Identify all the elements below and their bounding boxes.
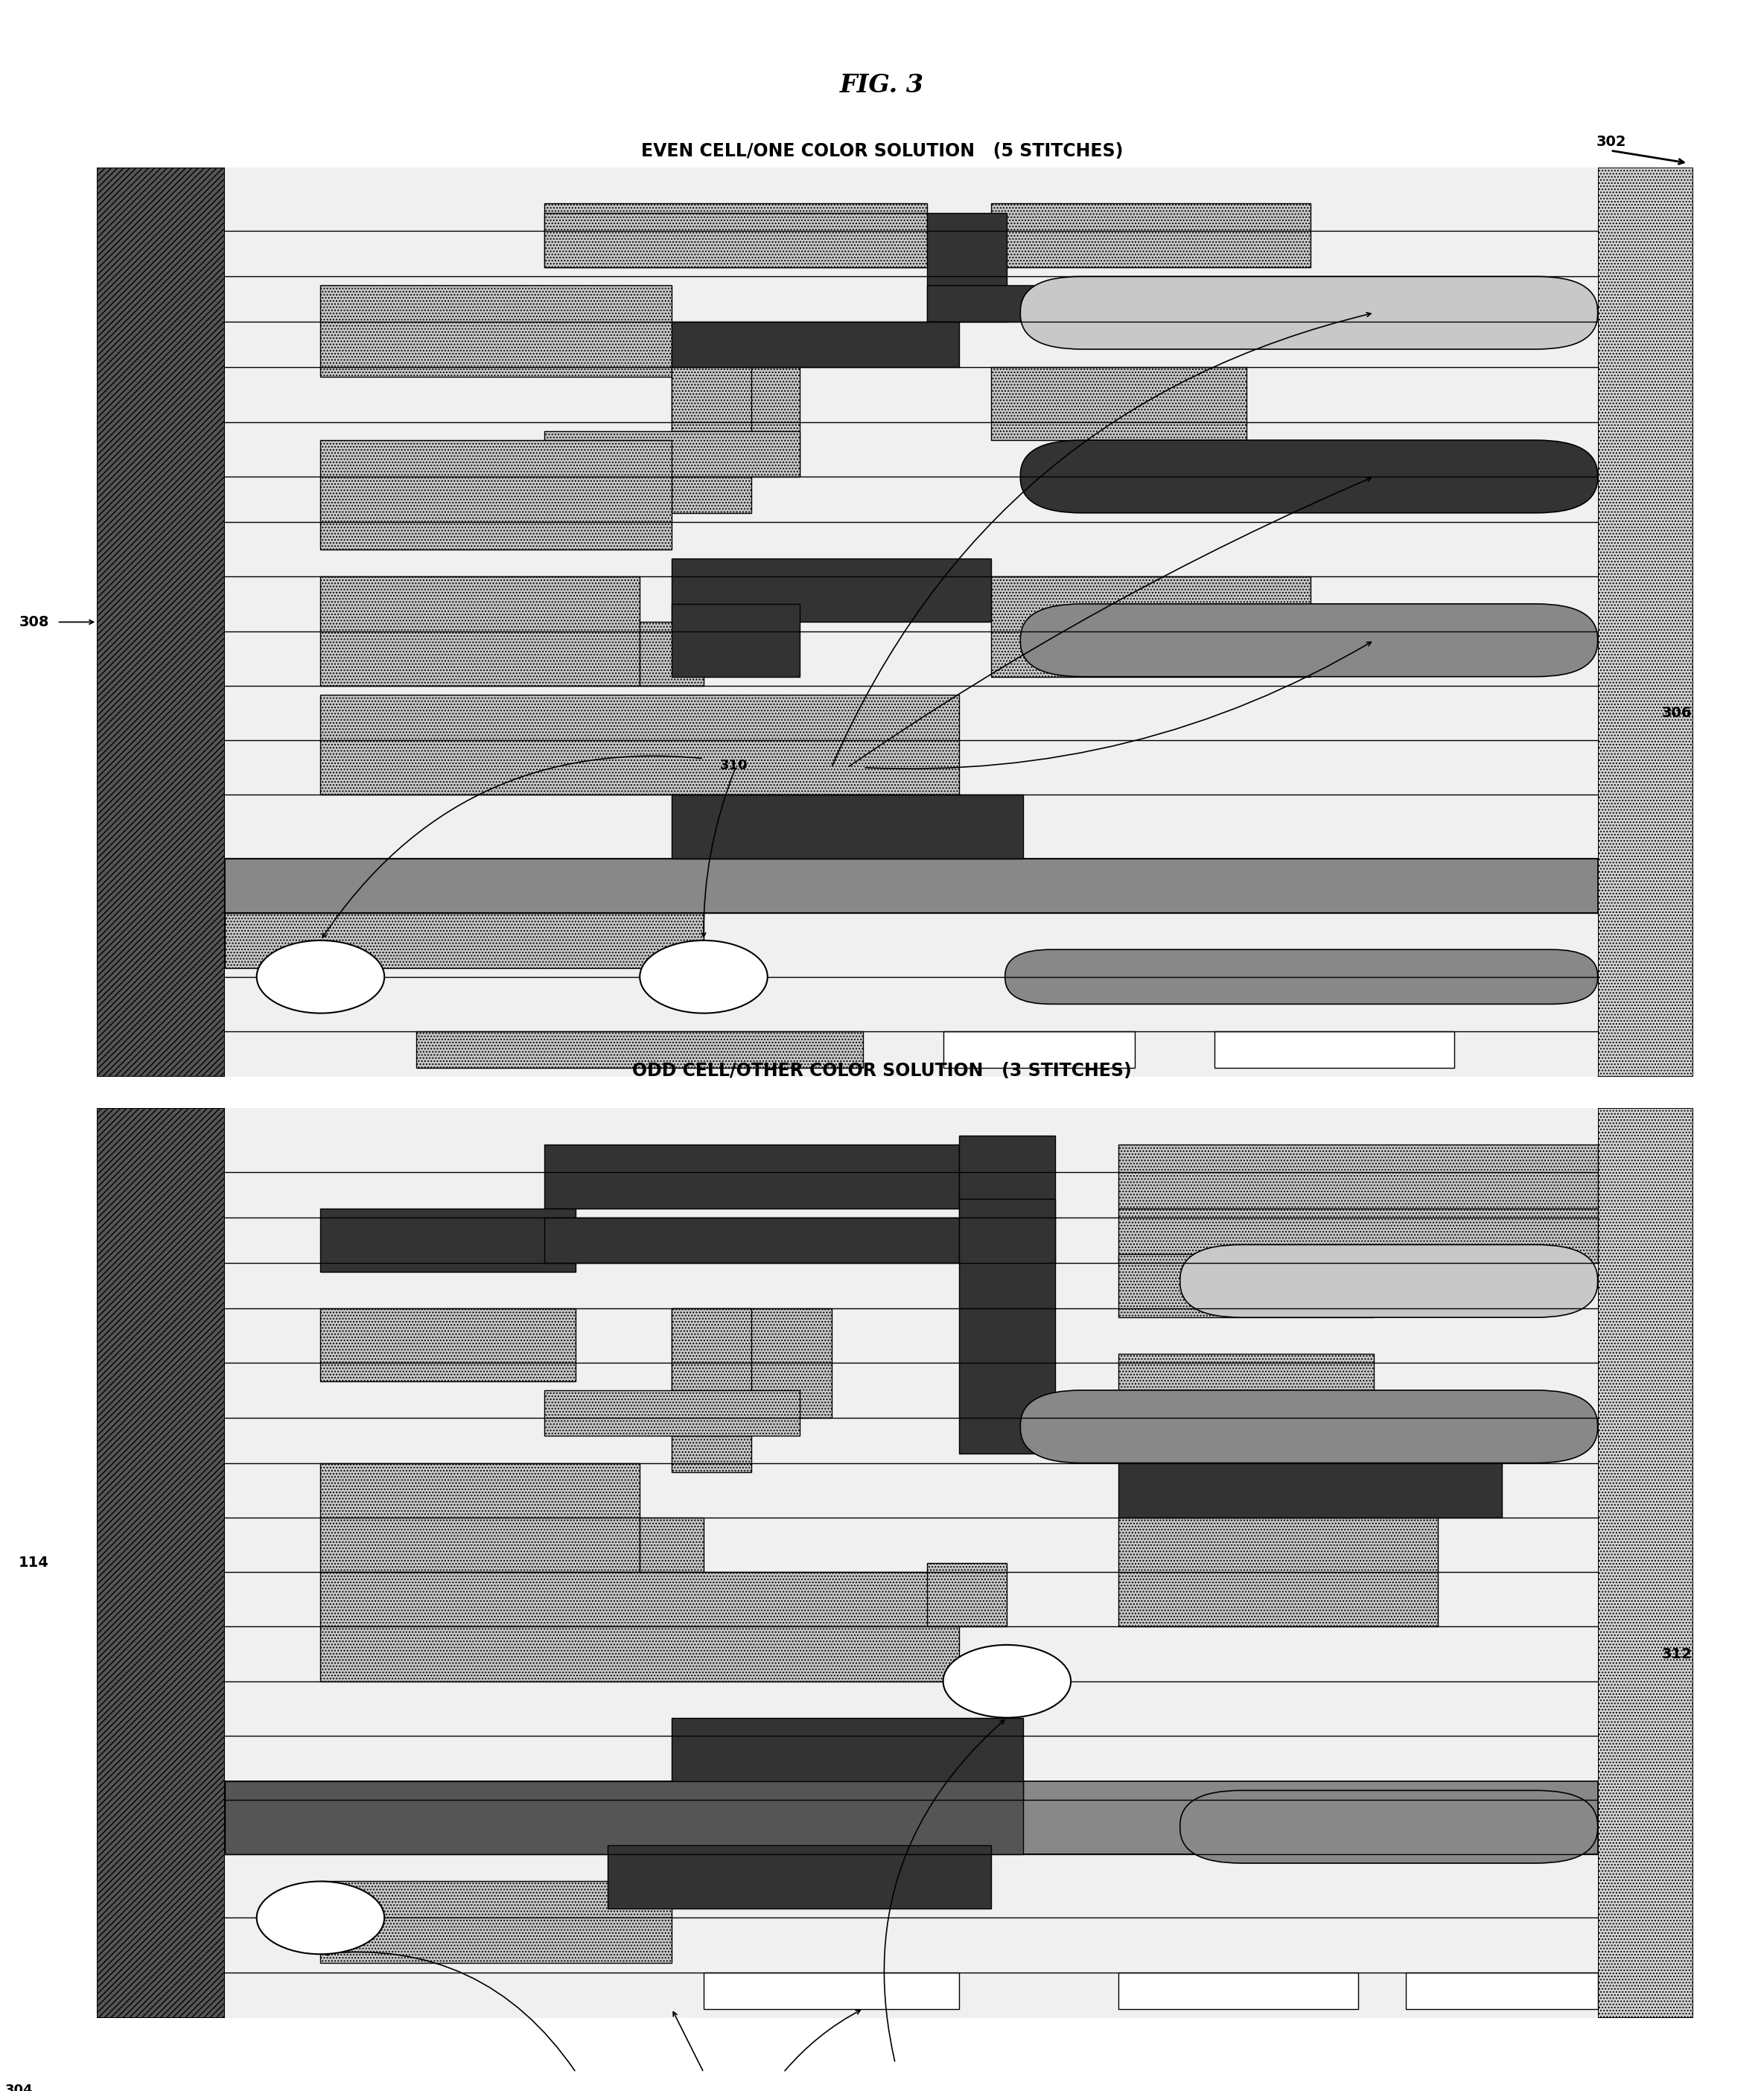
Bar [321,577,640,686]
Bar [1598,167,1693,1077]
Bar [1118,1353,1374,1464]
Bar [672,1309,751,1472]
Bar [991,368,1247,441]
FancyBboxPatch shape [1020,441,1598,512]
FancyBboxPatch shape [1020,1391,1598,1464]
Bar [543,213,928,268]
Bar [928,213,1007,322]
Bar [640,1518,704,1572]
Text: ODD CELL/OTHER COLOR SOLUTION   (3 STITCHES): ODD CELL/OTHER COLOR SOLUTION (3 STITCHE… [632,1062,1132,1081]
Text: 306: 306 [1662,707,1692,719]
Bar [543,1391,799,1437]
FancyBboxPatch shape [1005,949,1598,1004]
Bar [1118,1255,1374,1317]
Bar [224,1782,1023,1855]
Text: 312: 312 [1662,1648,1692,1660]
Bar [1214,1031,1454,1069]
Bar [640,623,704,686]
Text: EVEN CELL/ONE COLOR SOLUTION   (5 STITCHES): EVEN CELL/ONE COLOR SOLUTION (5 STITCHES… [640,142,1124,161]
FancyBboxPatch shape [1020,604,1598,677]
Bar [672,795,1023,859]
Bar [321,1464,640,1572]
Text: 308: 308 [19,615,49,629]
Circle shape [258,941,385,1014]
Bar [543,1217,960,1263]
Bar [672,558,991,623]
Bar [1118,1453,1501,1518]
Bar [321,1309,575,1380]
Bar [672,1717,1023,1800]
Bar [224,167,1598,1077]
Bar [1118,1144,1598,1209]
FancyBboxPatch shape [1180,1790,1598,1863]
Text: 304: 304 [5,2085,34,2091]
Bar [543,431,799,477]
Bar [224,1108,1598,2018]
Bar [416,1031,863,1069]
Text: 302: 302 [1596,136,1626,148]
Bar [224,1782,1598,1855]
Bar [672,349,751,512]
Bar [672,604,799,677]
Bar [1598,1108,1693,2018]
Text: 310: 310 [720,759,748,772]
Bar [543,1144,960,1209]
Bar [97,1108,224,2018]
Bar [321,1572,960,1681]
Bar [672,368,799,477]
Bar [991,577,1311,677]
Bar [704,1972,960,2009]
Circle shape [258,1882,385,1955]
Bar [609,1844,991,1909]
Bar [321,286,672,376]
Bar [672,1309,831,1418]
Bar [928,1564,1007,1627]
Bar [1118,1518,1438,1627]
Bar [97,167,224,1077]
Bar [672,322,960,368]
Bar [1406,1972,1598,2009]
Bar [321,1209,575,1271]
Bar [960,1135,1055,1263]
Bar [321,441,672,550]
FancyBboxPatch shape [1180,1244,1598,1317]
FancyBboxPatch shape [1020,276,1598,349]
Bar [960,1198,1055,1453]
Bar [224,914,704,968]
Bar [543,203,928,268]
Bar [224,859,1598,914]
Text: 114: 114 [19,1556,49,1570]
Text: FIG. 3: FIG. 3 [840,73,924,98]
Bar [928,286,1182,322]
Bar [321,1882,672,1963]
Bar [1118,1209,1598,1263]
Bar [1118,1972,1358,2009]
Bar [991,203,1311,268]
Circle shape [640,941,767,1014]
Bar [944,1031,1134,1069]
Bar [321,694,960,795]
Circle shape [944,1646,1071,1717]
